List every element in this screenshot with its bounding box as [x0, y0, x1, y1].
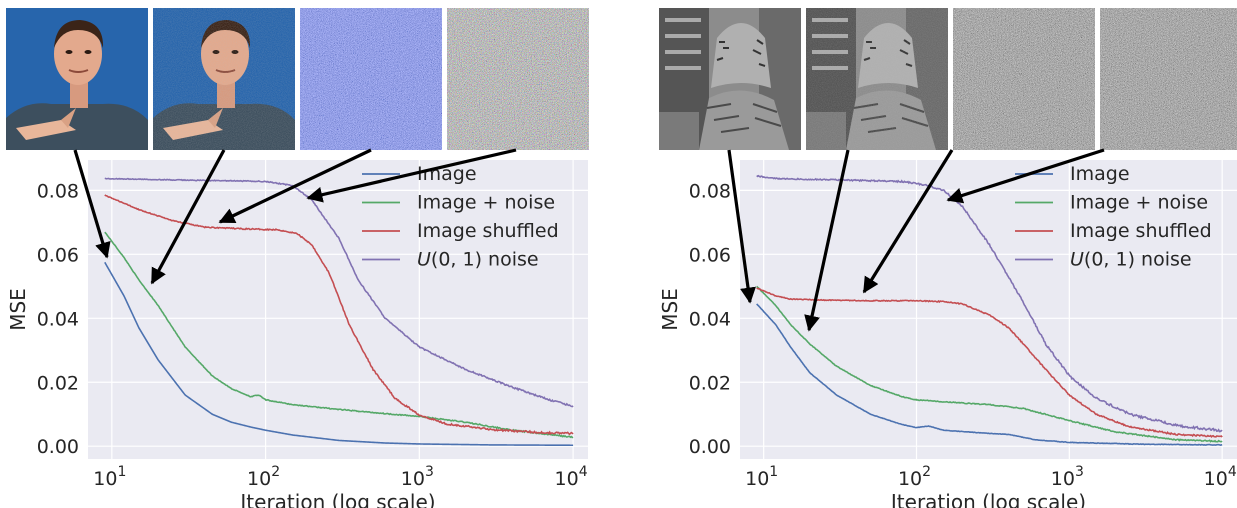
x-tick-label: 103 — [1051, 464, 1084, 490]
grayscale-image — [659, 8, 801, 150]
series-line-image-noise — [104, 231, 574, 439]
x-tick-label: 104 — [555, 464, 588, 490]
thumbnail-color-portrait-noise — [153, 8, 295, 150]
thumbnail-shuffled-pixels — [953, 8, 1095, 150]
y-tick-label: 0.08 — [37, 180, 79, 202]
uniform-noise-image — [447, 8, 589, 150]
x-axis-label: Iteration (log scale) — [891, 490, 1086, 508]
thumbnail-grayscale-photo — [659, 8, 801, 150]
chart-panel-1: 0.00 0.02 0.04 0.06 0.08 101 102 103 104 Iteratio… — [6, 8, 589, 508]
y-tick-label: 0.02 — [689, 372, 731, 394]
portrait-image — [6, 8, 148, 150]
legend-entry: U(0, 1) noise — [1070, 249, 1192, 271]
plot-area — [740, 160, 1237, 459]
annotation-arrow — [946, 148, 1105, 204]
y-tick-label: 0.00 — [689, 436, 731, 458]
x-tick-label: 102 — [898, 464, 931, 490]
x-axis-label: Iteration (log scale) — [240, 490, 435, 508]
series-line-image-noise — [756, 285, 1223, 443]
series-line-image — [756, 303, 1223, 447]
legend-entry: Image + noise — [1070, 192, 1208, 214]
series-line-image — [104, 261, 574, 447]
noise-image — [953, 8, 1095, 150]
noise-overlay — [153, 8, 295, 150]
legend-entry: U(0, 1) noise — [417, 249, 539, 271]
annotation-arrow — [862, 149, 954, 294]
annotation-arrow — [73, 149, 111, 259]
thumbnail-shuffled-pixels — [300, 8, 442, 150]
annotation-arrow — [306, 148, 517, 203]
series-line-u-0-1-noise — [756, 174, 1223, 433]
chart-panel-2: 0.00 0.02 0.04 0.06 0.08 101 102 103 104 Iteratio… — [658, 8, 1237, 508]
y-tick-label: 0.04 — [37, 308, 79, 330]
y-tick-label: 0.04 — [689, 308, 731, 330]
legend-entry: Image + noise — [417, 192, 555, 214]
x-tick-label: 101 — [745, 464, 778, 490]
y-axis-label: MSE — [658, 288, 682, 331]
annotation-arrow — [804, 149, 850, 332]
y-tick-label: 0.08 — [689, 180, 731, 202]
legend-entry: Image shuffled — [1070, 220, 1212, 242]
noise-overlay — [806, 8, 948, 150]
thumbnail-uniform-noise — [447, 8, 589, 150]
x-tick-label: 104 — [1204, 464, 1237, 490]
y-axis-label: MSE — [6, 288, 30, 331]
noise-image — [1100, 8, 1237, 150]
legend-entry: Image shuffled — [417, 220, 559, 242]
y-tick-label: 0.06 — [37, 244, 79, 266]
series-line-image-shuffled — [756, 287, 1223, 438]
thumbnail-color-portrait — [6, 8, 148, 150]
x-tick-label: 101 — [93, 464, 126, 490]
series-line-u-0-1-noise — [104, 177, 574, 408]
annotation-arrow — [727, 149, 756, 304]
annotation-arrow — [150, 149, 226, 285]
x-tick-label: 102 — [247, 464, 280, 490]
thumbnail-uniform-noise — [1100, 8, 1237, 150]
legend-entry: Image — [1070, 163, 1130, 185]
y-tick-label: 0.00 — [37, 436, 79, 458]
thumbnail-grayscale-photo-noise — [806, 8, 948, 150]
x-tick-label: 103 — [401, 464, 434, 490]
y-tick-label: 0.02 — [37, 372, 79, 394]
y-tick-label: 0.06 — [689, 244, 731, 266]
shuffled-pixels-image — [300, 8, 442, 150]
annotation-arrow — [218, 148, 372, 224]
